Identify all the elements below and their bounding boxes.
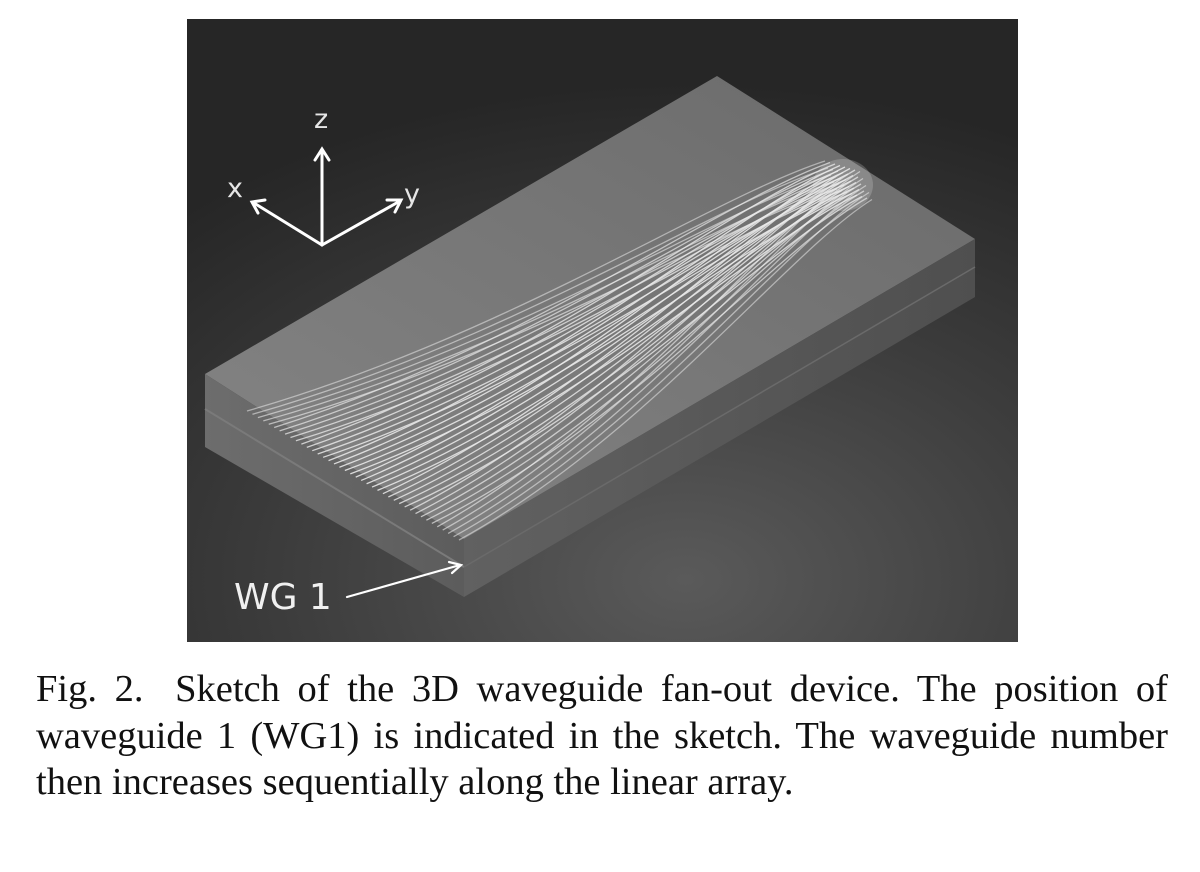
x-arrowhead: [249, 198, 267, 215]
waveguide-line: [453, 191, 870, 538]
x-axis-arrow: [252, 201, 324, 247]
waveguide-line: [290, 182, 840, 439]
waveguide-line: [284, 175, 837, 435]
y-axis-arrow: [320, 199, 402, 247]
wg1-label: WG 1: [234, 577, 332, 618]
waveguide-line: [317, 184, 845, 455]
waveguide-line: [350, 192, 853, 475]
x-axis-label: x: [227, 173, 243, 204]
block-right-face: [464, 239, 975, 597]
waveguide-line: [404, 195, 863, 508]
waveguide-cluster: [813, 159, 873, 211]
waveguide-line: [328, 164, 841, 462]
waveguide-line: [344, 185, 850, 472]
waveguide-line: [312, 177, 842, 452]
waveguide-line: [393, 181, 857, 501]
waveguide-line: [252, 167, 829, 415]
waveguide-line: [458, 198, 873, 541]
waveguide-line: [436, 170, 861, 528]
figure-image: z x y WG 1: [187, 19, 1018, 642]
device-sketch: z x y WG 1: [204, 76, 976, 618]
waveguide-plane-line: [204, 408, 465, 568]
y-axis-label: y: [404, 179, 420, 210]
figure-number: Fig. 2.: [36, 668, 144, 710]
waveguide-line: [377, 194, 858, 491]
waveguide-line: [366, 180, 852, 485]
waveguide-fanout: [246, 159, 873, 541]
waveguide-line: [355, 166, 846, 478]
y-arrowhead: [385, 198, 404, 214]
figure-caption: Fig. 2. Sketch of the 3D waveguide fan-o…: [36, 666, 1168, 806]
waveguide-line: [322, 191, 848, 458]
waveguide-line: [388, 174, 854, 498]
wg1-pointer-arrow: [345, 560, 464, 599]
waveguide-line: [333, 171, 844, 465]
caption-text: Sketch of the 3D waveguide fan-out devic…: [36, 668, 1168, 803]
waveguide-line: [382, 167, 851, 495]
z-axis-label: z: [314, 104, 328, 135]
waveguide-line: [447, 184, 867, 534]
waveguide-line: [273, 161, 831, 429]
z-arrowhead: [313, 146, 331, 162]
waveguide-line: [339, 178, 847, 468]
waveguide-line: [301, 163, 836, 445]
waveguide-line: [398, 188, 860, 505]
coordinate-axes: [249, 146, 404, 247]
waveguide-line: [371, 187, 855, 488]
waveguide-line: [360, 173, 849, 482]
waveguide-line: [246, 160, 826, 412]
waveguide-line: [306, 170, 839, 448]
waveguide-plane-line-right: [463, 266, 976, 568]
waveguide-line: [409, 169, 856, 511]
block-front-face: [205, 374, 464, 597]
waveguide-line: [279, 168, 834, 432]
waveguide-line: [442, 177, 864, 531]
